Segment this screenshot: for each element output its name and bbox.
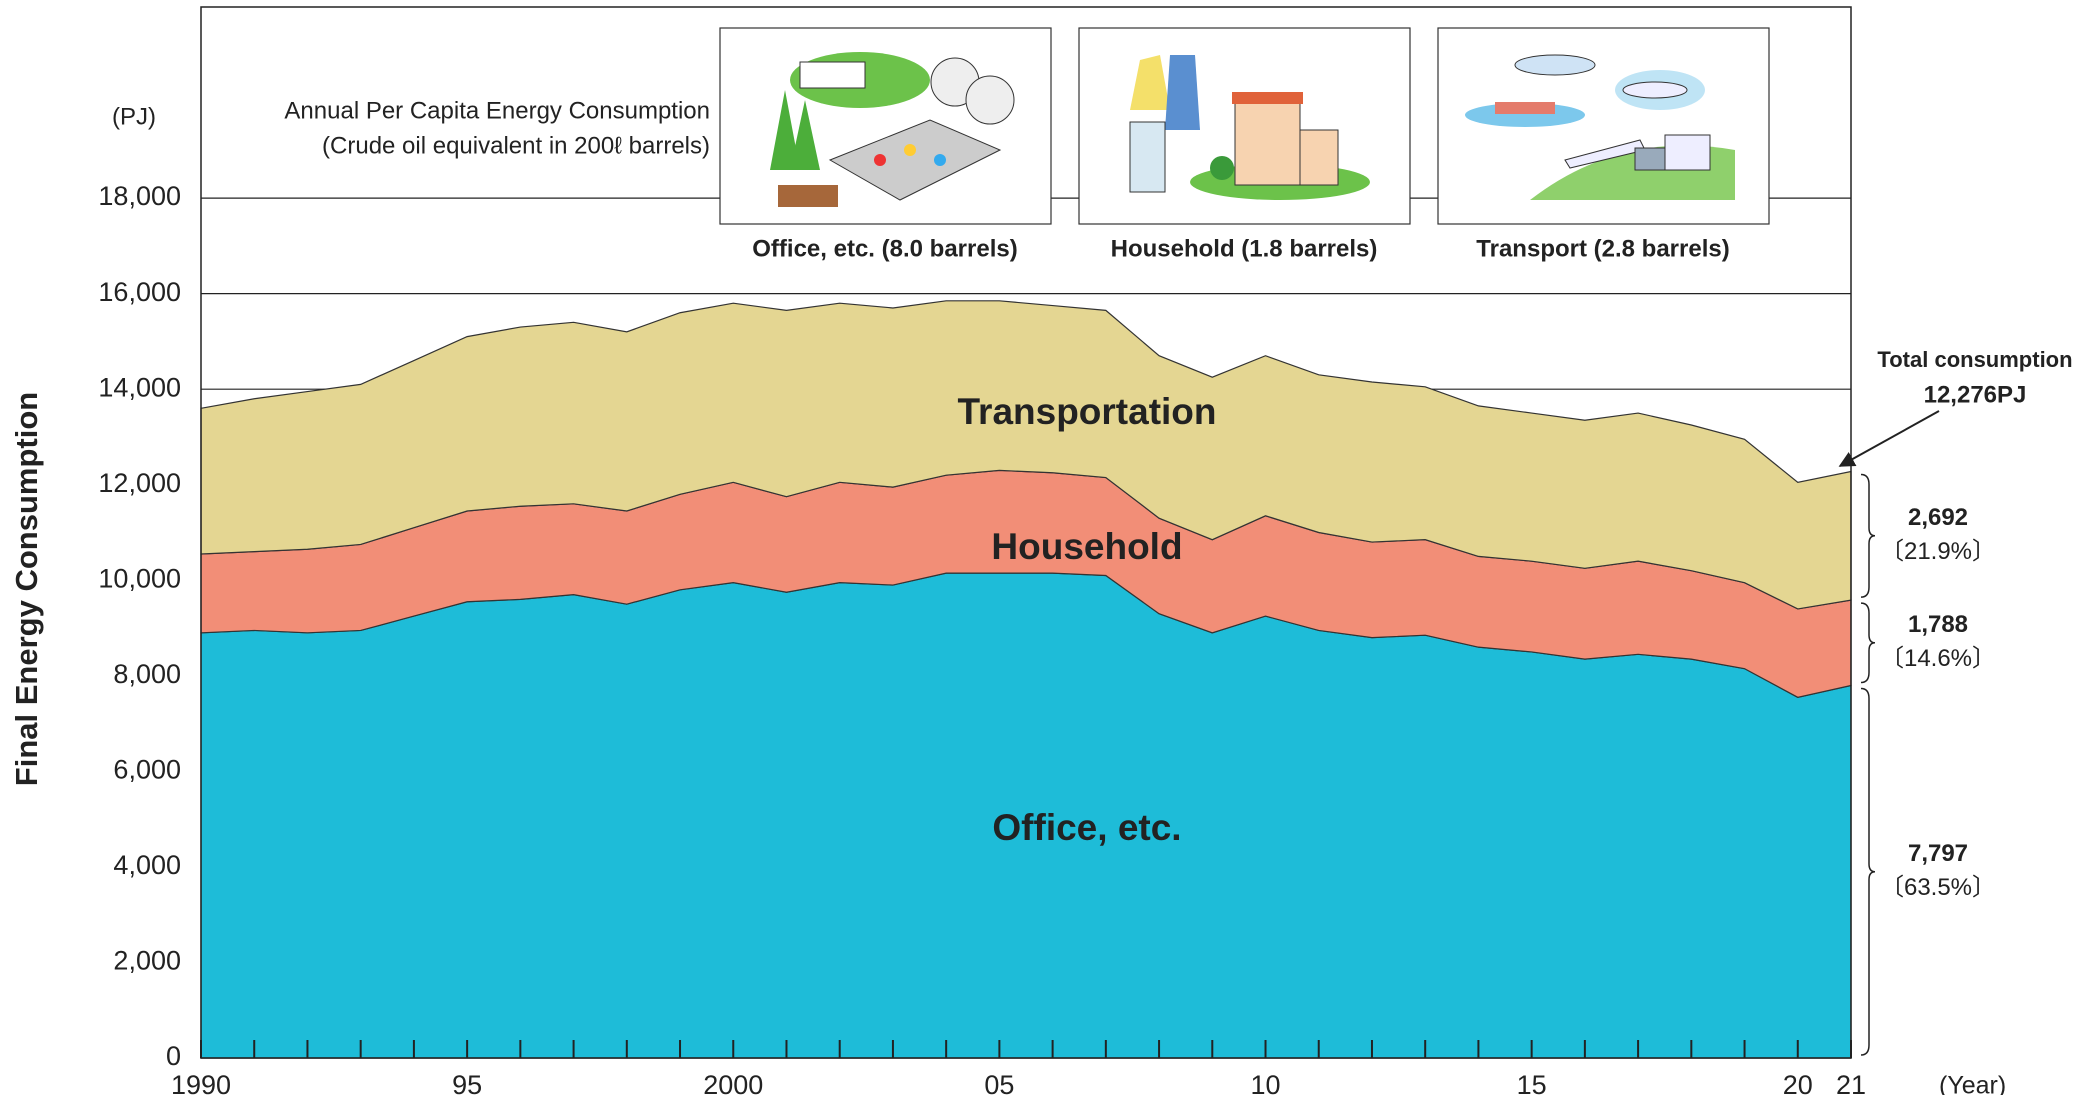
end-value-label: 2,692 xyxy=(1908,504,1968,531)
series-label: Office, etc. xyxy=(992,807,1181,848)
brace xyxy=(1861,603,1875,682)
brace xyxy=(1861,689,1875,1055)
series-label: Transportation xyxy=(957,391,1216,432)
end-value-label: 1,788 xyxy=(1908,611,1968,638)
y-tick-label: 6,000 xyxy=(113,754,181,784)
y-tick-label: 14,000 xyxy=(98,372,181,402)
x-tick-label: 2000 xyxy=(703,1070,763,1095)
y-tick-label: 0 xyxy=(166,1041,181,1071)
y-tick-label: 8,000 xyxy=(113,659,181,689)
total-label: Total consumption xyxy=(1877,347,2072,372)
series-label: Household xyxy=(991,526,1182,567)
illustration-household xyxy=(1079,28,1410,224)
share-label: 〔14.6%〕 xyxy=(1880,645,1996,672)
x-tick-label: 15 xyxy=(1517,1070,1547,1095)
illustration-office xyxy=(720,28,1051,224)
x-unit: (Year) xyxy=(1939,1072,2006,1095)
inset-title: Annual Per Capita Energy Consumption xyxy=(284,97,710,124)
chart: 0 2,000 4,000 6,000 8,000 10,000 12,000 14,000 1… xyxy=(0,0,2089,1095)
brace xyxy=(1861,474,1875,597)
inset-caption: Office, etc. (8.0 barrels) xyxy=(752,235,1017,262)
x-tick-label: 95 xyxy=(452,1070,482,1095)
x-tick-label: 1990 xyxy=(171,1070,231,1095)
inset-subtitle: (Crude oil equivalent in 200ℓ barrels) xyxy=(322,132,710,159)
x-tick-label: 05 xyxy=(984,1070,1014,1095)
y-axis-title: Final Energy Consumption xyxy=(9,392,44,786)
share-label: 〔63.5%〕 xyxy=(1880,874,1996,901)
end-value-label: 7,797 xyxy=(1908,840,1968,867)
y-tick-label: 10,000 xyxy=(98,563,181,593)
total-arrow xyxy=(1840,411,1939,466)
total-value-label: 12,276PJ xyxy=(1924,381,2027,408)
inset-caption: Household (1.8 barrels) xyxy=(1111,235,1378,262)
inset-caption: Transport (2.8 barrels) xyxy=(1476,235,1729,262)
y-tick-label: 4,000 xyxy=(113,850,181,880)
y-tick-label: 16,000 xyxy=(98,277,181,307)
x-tick-label: 21 xyxy=(1836,1070,1866,1095)
illustration-transport xyxy=(1438,28,1769,224)
share-label: 〔21.9%〕 xyxy=(1880,538,1996,565)
y-unit: (PJ) xyxy=(112,103,156,130)
y-tick-label: 18,000 xyxy=(98,181,181,211)
x-tick-label: 10 xyxy=(1250,1070,1280,1095)
y-tick-label: 12,000 xyxy=(98,468,181,498)
x-tick-label: 20 xyxy=(1783,1070,1813,1095)
y-tick-label: 2,000 xyxy=(113,946,181,976)
